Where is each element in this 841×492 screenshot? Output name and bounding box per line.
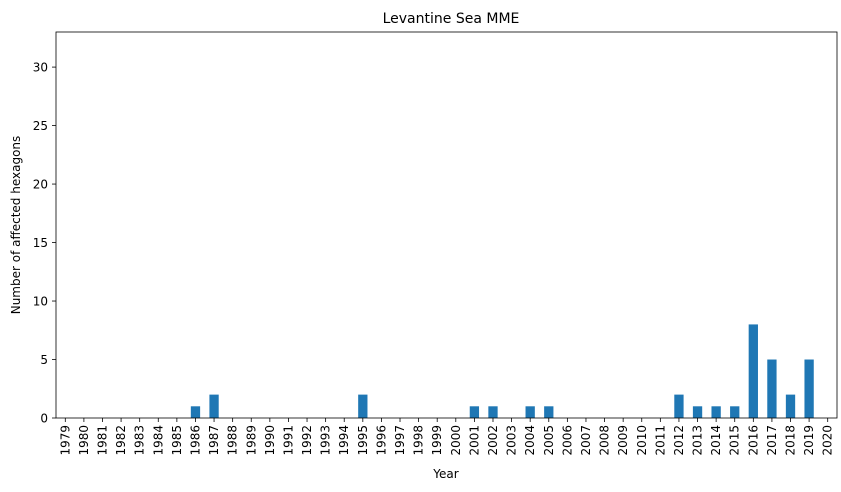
x-tick-label-1983: 1983 xyxy=(133,425,147,456)
x-tick-label-2018: 2018 xyxy=(784,425,798,456)
bar-2019 xyxy=(804,359,814,418)
x-tick-label-1996: 1996 xyxy=(374,425,388,456)
bar-2015 xyxy=(730,406,740,418)
x-tick-label-1992: 1992 xyxy=(300,425,314,456)
x-tick-label-2001: 2001 xyxy=(467,425,481,456)
bar-2014 xyxy=(711,406,721,418)
x-tick-label-1980: 1980 xyxy=(77,425,91,456)
x-tick-label-1993: 1993 xyxy=(319,425,333,456)
bar-2001 xyxy=(469,406,480,418)
bar-1986 xyxy=(190,406,201,418)
x-tick-label-1986: 1986 xyxy=(188,425,202,456)
x-tick-label-1982: 1982 xyxy=(114,425,128,456)
x-tick-label-1979: 1979 xyxy=(58,425,72,456)
bar-1987 xyxy=(209,394,219,418)
x-tick-label-1991: 1991 xyxy=(281,425,295,456)
y-tick-label-20: 20 xyxy=(33,177,48,191)
bar-2002 xyxy=(488,406,498,418)
x-tick-label-1987: 1987 xyxy=(207,425,221,456)
x-tick-label-2009: 2009 xyxy=(616,425,630,456)
x-tick-label-1995: 1995 xyxy=(356,425,370,456)
y-tick-label-30: 30 xyxy=(33,60,48,74)
x-tick-label-2013: 2013 xyxy=(691,425,705,456)
x-tick-label-1997: 1997 xyxy=(393,425,407,456)
x-tick-label-2003: 2003 xyxy=(505,425,519,456)
y-tick-label-5: 5 xyxy=(40,353,48,367)
x-axis-label: Year xyxy=(432,467,458,481)
bar-2018 xyxy=(785,394,796,418)
x-tick-label-1988: 1988 xyxy=(226,425,240,456)
bar-2017 xyxy=(767,359,777,418)
x-tick-label-1994: 1994 xyxy=(337,425,351,456)
x-tick-label-2019: 2019 xyxy=(802,425,816,456)
bar-2012 xyxy=(674,394,684,418)
x-tick-label-1984: 1984 xyxy=(151,425,165,456)
x-tick-label-2011: 2011 xyxy=(653,425,667,456)
bar-2004 xyxy=(525,406,535,418)
x-tick-label-1990: 1990 xyxy=(263,425,277,456)
y-tick-label-15: 15 xyxy=(33,236,48,250)
y-axis: 0 5 10 15 20 25 30 xyxy=(33,60,56,425)
bar-2013 xyxy=(692,406,703,418)
x-tick-label-1985: 1985 xyxy=(170,425,184,456)
y-axis-label: Number of affected hexagons xyxy=(9,136,23,315)
bar-2005 xyxy=(544,406,554,418)
x-tick-label-2014: 2014 xyxy=(709,425,723,456)
x-tick-label-2010: 2010 xyxy=(635,425,649,456)
x-tick-label-1981: 1981 xyxy=(95,425,109,456)
bar-1995 xyxy=(358,394,368,418)
bars-group xyxy=(190,324,814,418)
y-tick-label-25: 25 xyxy=(33,119,48,133)
y-tick-label-0: 0 xyxy=(40,411,48,425)
bar-2016 xyxy=(748,324,758,418)
chart-title: Levantine Sea MME xyxy=(383,11,520,27)
x-tick-label-2020: 2020 xyxy=(821,425,835,456)
y-tick-label-10: 10 xyxy=(33,294,48,308)
x-tick-label-2006: 2006 xyxy=(560,425,574,456)
x-tick-label-2017: 2017 xyxy=(765,425,779,456)
x-tick-label-2007: 2007 xyxy=(579,425,593,456)
x-tick-label-2015: 2015 xyxy=(728,425,742,456)
x-tick-label-2016: 2016 xyxy=(746,425,760,456)
x-tick-label-2000: 2000 xyxy=(449,425,463,456)
x-axis: 1979 1980 1981 1982 1983 1984 1985 1986 1987 1988… xyxy=(58,418,835,456)
x-tick-label-2008: 2008 xyxy=(598,425,612,456)
x-tick-label-1989: 1989 xyxy=(244,425,258,456)
plot-frame xyxy=(55,31,838,419)
x-tick-label-1998: 1998 xyxy=(412,425,426,456)
x-tick-label-2005: 2005 xyxy=(542,425,556,456)
x-tick-label-2012: 2012 xyxy=(672,425,686,456)
x-tick-label-1999: 1999 xyxy=(430,425,444,456)
x-tick-label-2002: 2002 xyxy=(486,425,500,456)
x-tick-label-2004: 2004 xyxy=(523,425,537,456)
